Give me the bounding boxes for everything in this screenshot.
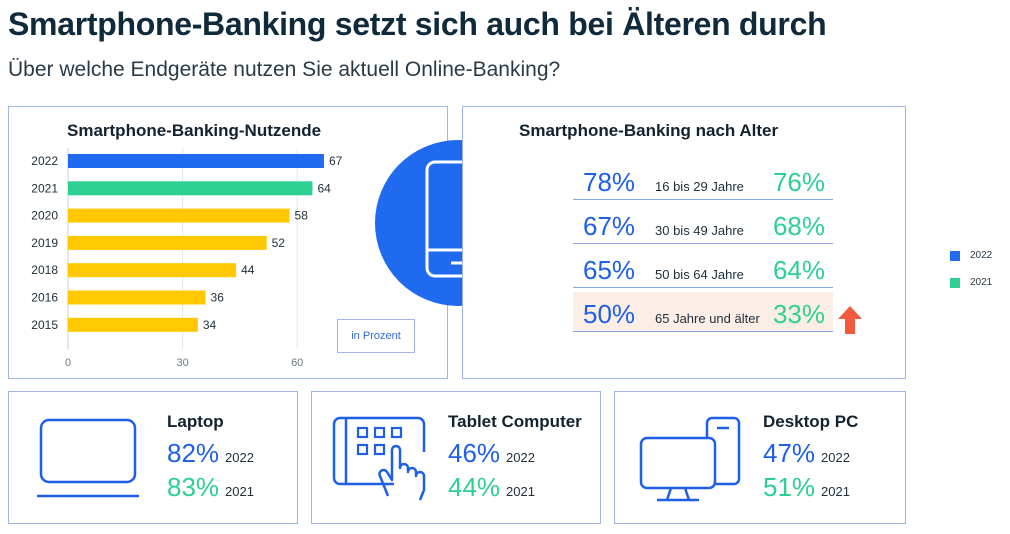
device-year: 2021: [506, 484, 535, 499]
age-row: 65% 50 bis 64 Jahre 64%: [573, 248, 833, 288]
laptop-icon: [37, 418, 139, 498]
bar: [67, 153, 324, 168]
age-row: 78% 16 bis 29 Jahre 76%: [573, 160, 833, 200]
device-year: 2021: [225, 484, 254, 499]
chart-title: Smartphone-Banking-Nutzende: [67, 121, 322, 140]
bar: [67, 208, 290, 223]
age-value-2021: 33%: [772, 299, 825, 329]
device-stat-2022: 47% 2022: [763, 438, 850, 469]
bar: [67, 180, 312, 195]
legend-swatch: [950, 250, 960, 261]
age-value-2022: 50%: [583, 299, 636, 329]
device-panel-laptop: Laptop 82% 2022 83% 2021: [8, 391, 298, 524]
data-label: 44: [241, 263, 255, 277]
age-panel: Smartphone-Banking nach Alter 78% 16 bis…: [462, 106, 906, 379]
bar: [67, 290, 206, 304]
bar: [67, 317, 198, 332]
age-label: 30 bis 49 Jahre: [655, 223, 744, 238]
x-tick-label: 30: [176, 357, 188, 369]
tablet-touch-icon: [332, 416, 426, 501]
age-value-2021: 64%: [772, 255, 825, 285]
y-tick-label: 2016: [31, 290, 58, 304]
device-stat-2022: 46% 2022: [448, 438, 535, 469]
device-stat-2021: 44% 2021: [448, 472, 535, 503]
data-label: 67: [328, 154, 342, 168]
age-label: 50 bis 64 Jahre: [655, 267, 744, 282]
data-label: 34: [202, 317, 216, 331]
age-value-2022: 67%: [583, 211, 636, 241]
desktop-pc-icon: [639, 416, 741, 502]
device-name: Laptop: [167, 412, 224, 431]
y-tick-label: 2021: [31, 181, 58, 195]
y-tick-label: 2019: [31, 235, 58, 249]
device-panel-tablet: Tablet Computer 46% 2022 44% 2021: [311, 391, 601, 524]
device-value: 47%: [763, 438, 816, 468]
legend-label: 2021: [970, 277, 993, 288]
age-value-2021: 76%: [772, 167, 825, 197]
arrow-up-icon: [838, 306, 862, 334]
device-panel-desktop: Desktop PC 47% 2022 51% 2021: [614, 391, 906, 524]
device-year: 2021: [821, 484, 850, 499]
data-label: 36: [210, 290, 224, 304]
age-row-highlight: 50% 65 Jahre und älter 33%: [573, 292, 833, 332]
device-value: 44%: [448, 472, 501, 502]
chart-panel: Smartphone-Banking-Nutzende 0 30 60 2022 67 2…: [8, 106, 448, 379]
bar: [67, 235, 267, 250]
data-label: 52: [271, 235, 285, 249]
age-title: Smartphone-Banking nach Alter: [519, 121, 779, 140]
device-value: 51%: [763, 472, 816, 502]
legend-item-2021: 2021: [950, 277, 992, 288]
age-value-2022: 65%: [583, 255, 636, 285]
y-tick-label: 2018: [31, 263, 58, 277]
age-label: 16 bis 29 Jahre: [655, 179, 744, 194]
y-tick-label: 2022: [31, 154, 58, 168]
device-value: 82%: [167, 438, 220, 468]
device-year: 2022: [225, 450, 254, 465]
page-subtitle: Über welche Endgeräte nutzen Sie aktuell…: [8, 58, 561, 81]
device-stat-2022: 82% 2022: [167, 438, 254, 469]
age-value-2021: 68%: [772, 211, 825, 241]
device-value: 83%: [167, 472, 220, 502]
y-tick-label: 2015: [31, 317, 58, 331]
legend-label: 2022: [970, 250, 993, 261]
device-name: Desktop PC: [763, 412, 859, 431]
device-year: 2022: [821, 450, 850, 465]
age-label: 65 Jahre und älter: [655, 311, 760, 326]
device-name: Tablet Computer: [448, 412, 582, 431]
age-row: 67% 30 bis 49 Jahre 68%: [573, 204, 833, 244]
x-tick-label: 60: [291, 357, 303, 369]
unit-note: in Prozent: [337, 319, 415, 353]
y-tick-label: 2020: [31, 208, 58, 222]
device-stat-2021: 51% 2021: [763, 472, 850, 503]
page-title: Smartphone-Banking setzt sich auch bei Ä…: [8, 6, 827, 42]
device-stat-2021: 83% 2021: [167, 472, 254, 503]
data-label: 64: [317, 181, 331, 195]
bar: [67, 262, 236, 277]
legend-swatch: [950, 277, 960, 288]
x-tick-label: 0: [64, 357, 70, 369]
device-year: 2022: [506, 450, 535, 465]
device-value: 46%: [448, 438, 501, 468]
legend-item-2022: 2022: [950, 250, 992, 261]
data-label: 58: [294, 208, 308, 222]
age-value-2022: 78%: [583, 167, 636, 197]
bar-chart: 0 30 60 2022 67 2021 64 2020 58 2019 52 2018 44 2016 3…: [31, 147, 342, 369]
